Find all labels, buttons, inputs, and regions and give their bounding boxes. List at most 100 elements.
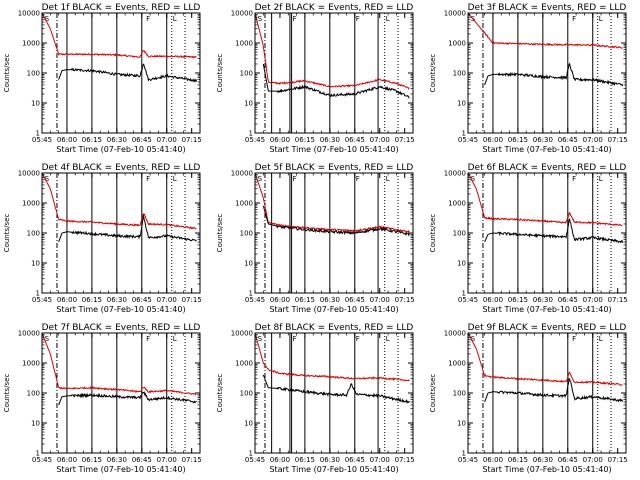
segment-label: F <box>572 15 576 23</box>
panel-det-8: Det 8f BLACK = Events, RED = LLD S F F L 1 10 1… <box>216 323 415 474</box>
y-axis-label: Counts/sec <box>429 214 437 253</box>
x-tick-label: 07:15 <box>395 296 415 304</box>
x-tick-label: 07:00 <box>157 136 177 144</box>
events-rate-line <box>484 218 624 244</box>
x-tick-label: 06:00 <box>57 296 77 304</box>
x-tick-label: 07:15 <box>395 136 415 144</box>
x-axis-label: Start Time (07-Feb-10 05:41:40) <box>269 145 398 154</box>
panel-title: Det 4f BLACK = Events, RED = LLD <box>42 163 201 173</box>
x-tick-label: 06:45 <box>132 296 152 304</box>
y-tick-label: 1 <box>249 290 253 298</box>
y-tick-label: 10 <box>457 100 466 108</box>
y-tick-label: 100 <box>27 70 40 78</box>
lld-rate-line <box>42 333 197 396</box>
segment-label: F <box>293 335 297 343</box>
lld-rate-line <box>42 173 197 230</box>
y-tick-label: 10000 <box>231 10 253 18</box>
lld-rate-line <box>468 333 623 386</box>
x-tick-label: 06:30 <box>320 456 340 464</box>
x-tick-label: 06:00 <box>270 296 290 304</box>
x-tick-label: 06:00 <box>483 296 503 304</box>
segment-label: L <box>599 15 603 23</box>
y-axis-label: Counts/sec <box>429 54 437 93</box>
plot-frame <box>41 172 201 294</box>
x-tick-label: 06:30 <box>107 296 127 304</box>
y-tick-label: 10 <box>457 420 466 428</box>
y-tick-label: 100 <box>453 70 466 78</box>
x-tick-label: 05:45 <box>245 456 265 464</box>
x-tick-label: 07:00 <box>370 456 390 464</box>
y-tick-label: 100 <box>453 230 466 238</box>
segment-label: F <box>356 15 360 23</box>
x-tick-label: 06:30 <box>107 136 127 144</box>
segment-label: S <box>471 175 476 183</box>
panel-det-1: Det 1f BLACK = Events, RED = LLD S F L 1 10 10… <box>3 3 202 154</box>
x-axis-label: Start Time (07-Feb-10 05:41:40) <box>56 145 185 154</box>
y-axis-label: Counts/sec <box>3 374 11 413</box>
panel-title: Det 7f BLACK = Events, RED = LLD <box>42 323 201 333</box>
lld-rate-line <box>42 13 197 59</box>
x-tick-label: 06:45 <box>132 456 152 464</box>
x-tick-label: 05:45 <box>245 296 265 304</box>
events-rate-line <box>262 63 410 99</box>
plot-frame <box>467 332 627 454</box>
x-axis-label: Start Time (07-Feb-10 05:41:40) <box>482 305 611 314</box>
x-tick-label: 06:15 <box>295 456 315 464</box>
x-tick-label: 05:45 <box>245 136 265 144</box>
y-tick-label: 10000 <box>444 170 466 178</box>
y-tick-label: 1000 <box>448 360 466 368</box>
events-rate-line <box>58 214 197 243</box>
panel-det-6: Det 6f BLACK = Events, RED = LLD S F L 1 10 10… <box>429 163 628 314</box>
events-rate-line <box>484 377 624 403</box>
x-axis-label: Start Time (07-Feb-10 05:41:40) <box>482 145 611 154</box>
panel-det-4: Det 4f BLACK = Events, RED = LLD S F L 1 10 10… <box>3 163 202 314</box>
segment-label: F <box>356 175 360 183</box>
panel-title: Det 6f BLACK = Events, RED = LLD <box>468 163 627 173</box>
segment-label: L <box>386 335 390 343</box>
plot-frame <box>41 332 201 454</box>
y-tick-label: 1 <box>249 450 253 458</box>
segment-label: F <box>356 335 360 343</box>
x-tick-label: 06:45 <box>345 456 365 464</box>
segment-label: F <box>572 175 576 183</box>
lld-rate-line <box>468 13 623 49</box>
x-tick-label: 05:45 <box>32 456 52 464</box>
x-axis-label: Start Time (07-Feb-10 05:41:40) <box>269 465 398 474</box>
x-tick-label: 06:45 <box>345 136 365 144</box>
y-tick-label: 100 <box>240 230 253 238</box>
y-tick-label: 10000 <box>231 170 253 178</box>
x-axis-label: Start Time (07-Feb-10 05:41:40) <box>56 465 185 474</box>
segment-label: L <box>599 335 603 343</box>
y-tick-label: 10 <box>31 420 40 428</box>
segment-label: L <box>173 335 177 343</box>
x-tick-label: 07:15 <box>182 456 202 464</box>
y-tick-label: 10 <box>31 260 40 268</box>
y-tick-label: 1000 <box>235 200 253 208</box>
y-axis-label: Counts/sec <box>216 374 224 413</box>
x-tick-label: 06:30 <box>320 296 340 304</box>
plot-frame <box>254 12 414 134</box>
x-tick-label: 06:00 <box>57 456 77 464</box>
y-tick-label: 1000 <box>22 200 40 208</box>
x-tick-label: 06:45 <box>132 136 152 144</box>
segment-label: F <box>293 15 297 23</box>
panel-det-5: Det 5f BLACK = Events, RED = LLD S F F L 1 10 1… <box>216 163 415 314</box>
x-tick-label: 06:15 <box>508 296 528 304</box>
x-tick-label: 06:00 <box>483 456 503 464</box>
x-tick-label: 07:00 <box>583 136 603 144</box>
x-tick-label: 05:45 <box>32 136 52 144</box>
y-tick-label: 10000 <box>18 170 40 178</box>
panel-det-9: Det 9f BLACK = Events, RED = LLD S F L 1 10 10… <box>429 323 628 474</box>
events-rate-line <box>58 391 197 406</box>
segment-label: S <box>45 175 50 183</box>
events-rate-line <box>484 62 624 87</box>
segment-label: L <box>173 175 177 183</box>
panel-title: Det 8f BLACK = Events, RED = LLD <box>255 323 414 333</box>
x-tick-label: 07:15 <box>395 456 415 464</box>
segment-label: F <box>146 15 150 23</box>
x-tick-label: 06:15 <box>295 136 315 144</box>
panel-title: Det 1f BLACK = Events, RED = LLD <box>42 3 201 13</box>
plot-frame <box>41 12 201 134</box>
x-tick-label: 06:45 <box>558 456 578 464</box>
y-tick-label: 10 <box>244 260 253 268</box>
